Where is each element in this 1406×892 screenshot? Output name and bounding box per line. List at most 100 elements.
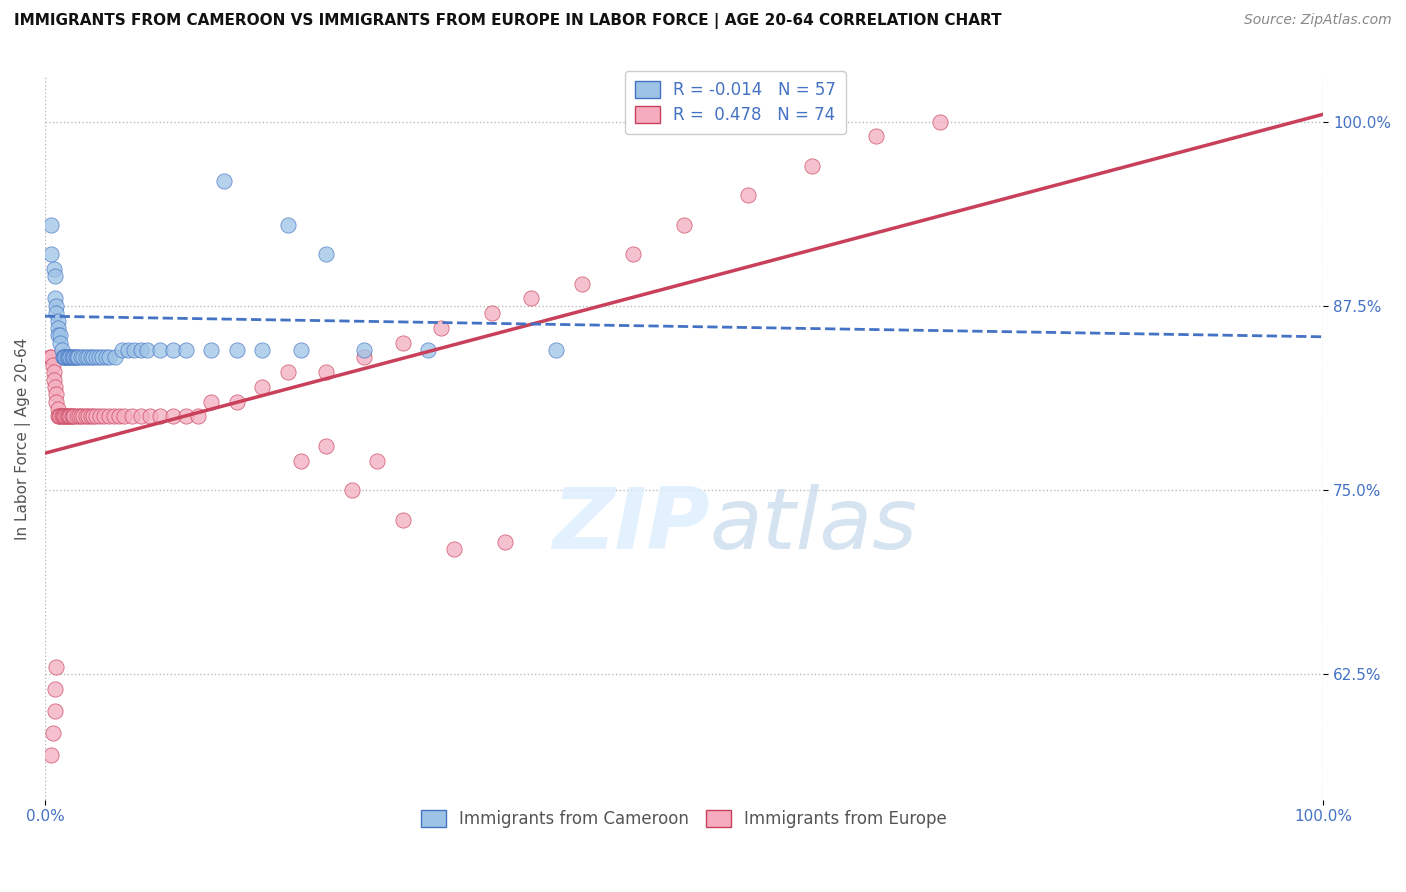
Point: [80, 351, 103, 365]
Point: [136, 343, 159, 357]
Point: [45, 387, 67, 401]
Point: [89, 409, 111, 424]
Point: [110, 343, 132, 357]
Point: [519, 292, 541, 306]
Text: atlas: atlas: [710, 483, 918, 566]
Point: [673, 218, 696, 232]
Point: [443, 541, 465, 556]
Point: [290, 343, 312, 357]
Point: [315, 247, 337, 261]
Point: [53, 351, 76, 365]
Point: [69, 351, 91, 365]
Point: [55, 351, 77, 365]
Point: [121, 409, 143, 424]
Point: [56, 351, 79, 365]
Point: [53, 409, 76, 424]
Point: [46, 313, 69, 327]
Point: [84, 409, 107, 424]
Point: [72, 409, 94, 424]
Point: [928, 114, 950, 128]
Point: [250, 343, 273, 357]
Point: [225, 394, 247, 409]
Point: [41, 358, 63, 372]
Point: [250, 380, 273, 394]
Point: [59, 351, 82, 365]
Point: [174, 343, 197, 357]
Point: [340, 483, 363, 497]
Point: [52, 351, 75, 365]
Point: [737, 188, 759, 202]
Point: [571, 277, 593, 291]
Point: [44, 681, 66, 696]
Point: [315, 439, 337, 453]
Point: [45, 306, 67, 320]
Point: [418, 343, 440, 357]
Point: [97, 351, 120, 365]
Point: [44, 269, 66, 284]
Point: [112, 409, 135, 424]
Point: [494, 534, 516, 549]
Point: [138, 409, 160, 424]
Point: [315, 365, 337, 379]
Point: [67, 409, 90, 424]
Point: [49, 328, 72, 343]
Point: [66, 351, 89, 365]
Point: [149, 343, 172, 357]
Point: [45, 660, 67, 674]
Point: [865, 129, 887, 144]
Text: Source: ZipAtlas.com: Source: ZipAtlas.com: [1244, 13, 1392, 28]
Point: [42, 365, 65, 379]
Point: [93, 409, 115, 424]
Point: [75, 409, 97, 424]
Point: [39, 218, 62, 232]
Point: [39, 351, 62, 365]
Point: [63, 351, 86, 365]
Point: [225, 343, 247, 357]
Y-axis label: In Labor Force | Age 20-64: In Labor Force | Age 20-64: [15, 337, 31, 540]
Point: [45, 394, 67, 409]
Point: [97, 409, 120, 424]
Point: [129, 409, 152, 424]
Point: [96, 351, 118, 365]
Point: [108, 409, 131, 424]
Point: [200, 394, 222, 409]
Point: [129, 343, 152, 357]
Text: ZIP: ZIP: [553, 483, 710, 566]
Point: [187, 409, 209, 424]
Point: [91, 351, 114, 365]
Legend: Immigrants from Cameroon, Immigrants from Europe: Immigrants from Cameroon, Immigrants fro…: [415, 803, 953, 835]
Point: [49, 335, 72, 350]
Point: [39, 247, 62, 261]
Point: [52, 409, 75, 424]
Point: [392, 512, 415, 526]
Point: [44, 380, 66, 394]
Point: [63, 409, 86, 424]
Point: [77, 409, 100, 424]
Point: [42, 372, 65, 386]
Point: [80, 409, 103, 424]
Point: [149, 409, 172, 424]
Point: [60, 351, 83, 365]
Point: [546, 343, 568, 357]
Point: [82, 351, 104, 365]
Point: [51, 343, 73, 357]
Point: [72, 351, 94, 365]
Point: [42, 262, 65, 277]
Point: [55, 409, 77, 424]
Text: IMMIGRANTS FROM CAMEROON VS IMMIGRANTS FROM EUROPE IN LABOR FORCE | AGE 20-64 CO: IMMIGRANTS FROM CAMEROON VS IMMIGRANTS F…: [14, 13, 1001, 29]
Point: [53, 351, 76, 365]
Point: [49, 409, 72, 424]
Point: [481, 306, 503, 320]
Point: [87, 351, 110, 365]
Point: [53, 351, 76, 365]
Point: [67, 351, 90, 365]
Point: [60, 409, 83, 424]
Point: [212, 173, 235, 187]
Point: [84, 351, 107, 365]
Point: [46, 409, 69, 424]
Point: [45, 299, 67, 313]
Point: [56, 409, 79, 424]
Point: [200, 343, 222, 357]
Point: [46, 321, 69, 335]
Point: [51, 409, 73, 424]
